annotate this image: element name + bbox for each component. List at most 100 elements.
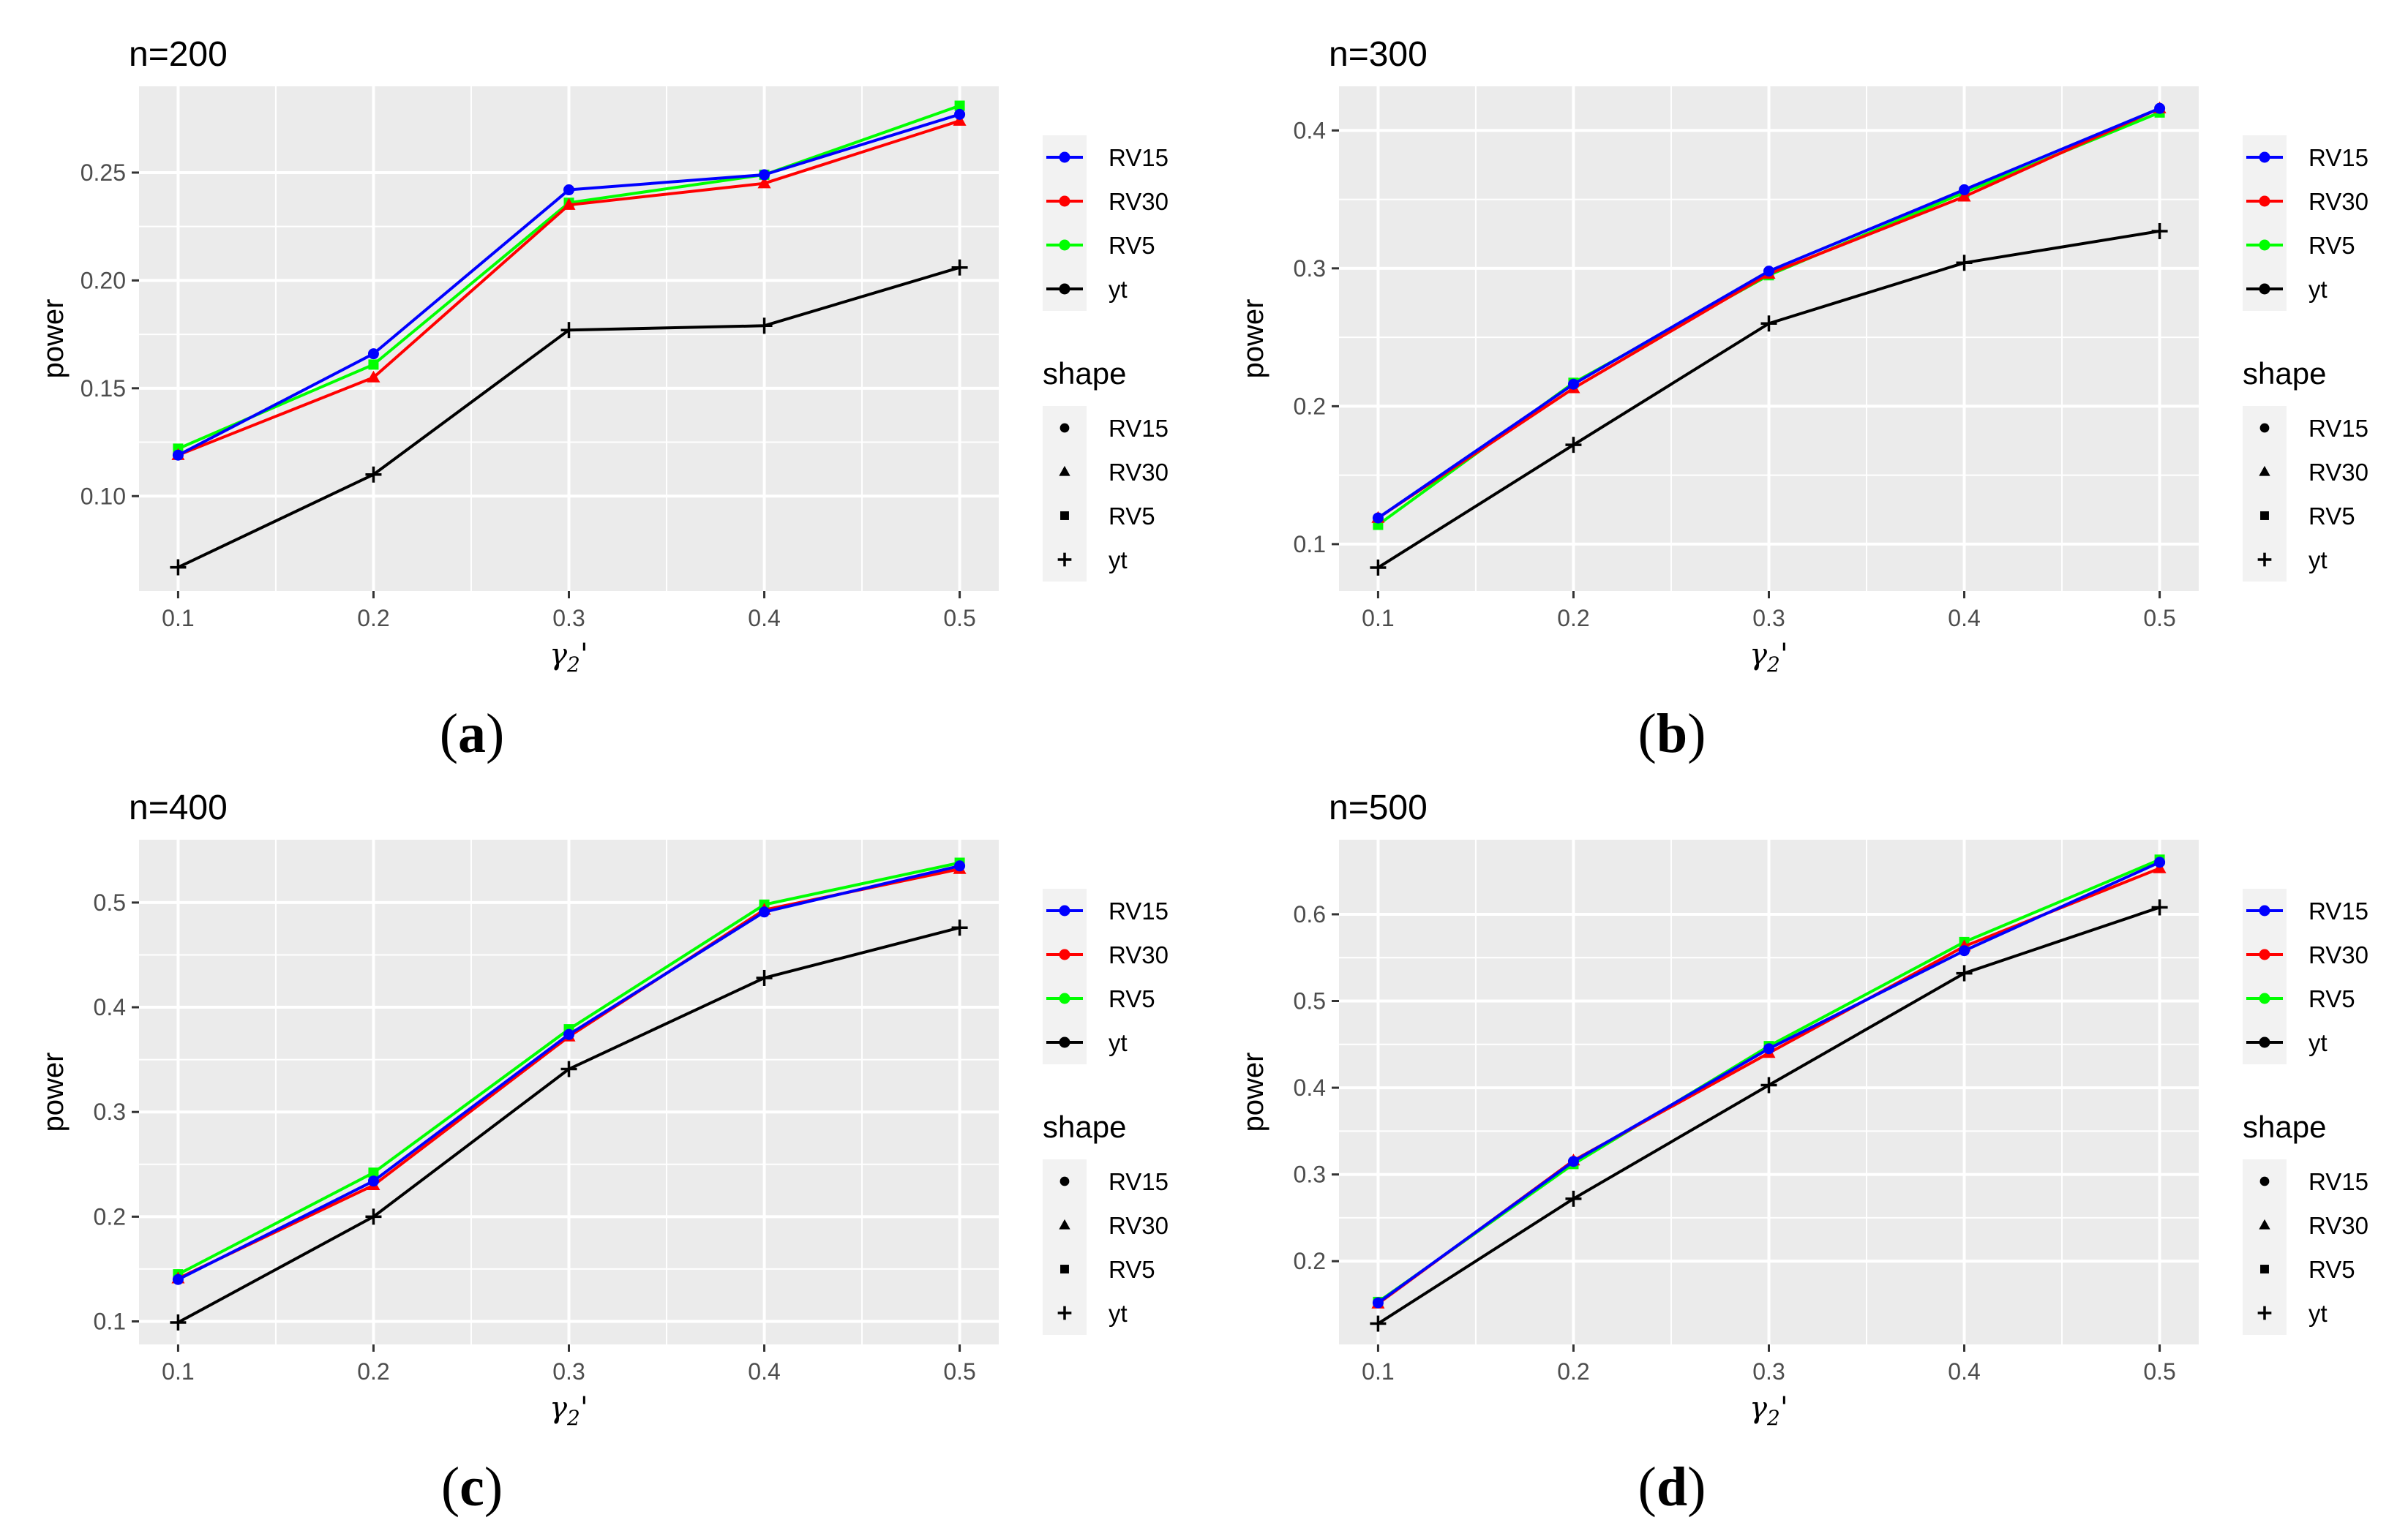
legend-key-point	[2259, 283, 2270, 295]
legend-shape-label: RV15	[2308, 415, 2368, 442]
legend-shape-circle	[1059, 423, 1070, 433]
chart-panel-3: 0.1 0.2 0.3 0.4 0.5 0.1 0.2 0.3 0.4 0.5 power γ2' n=…	[37, 789, 1169, 1430]
data-point-RV15	[367, 348, 379, 360]
data-point-yt	[365, 1208, 382, 1225]
legend-key-background	[1043, 889, 1087, 1064]
y-tick-label: 0.2	[94, 1203, 126, 1230]
legend: RV15 RV30 RV5 yt shape RV15 RV30 RV5 yt	[1043, 889, 1169, 1335]
grid	[1339, 840, 2199, 1344]
data-point-yt	[560, 1061, 577, 1077]
y-tick-label: 0.1	[1294, 531, 1326, 557]
data-point-RV15	[563, 184, 574, 196]
legend-label: yt	[2308, 276, 2328, 303]
data-point-yt	[1760, 1077, 1777, 1094]
data-point-RV15	[1567, 1156, 1579, 1167]
data-point-RV15	[1372, 1297, 1384, 1309]
legend-key-point	[2259, 195, 2270, 207]
legend-label: yt	[2308, 1029, 2328, 1056]
legend-shape-label: RV5	[2308, 1256, 2355, 1283]
data-point-RV5	[368, 359, 379, 370]
data-point-RV30	[367, 370, 380, 383]
data-point-RV15	[1763, 266, 1774, 277]
y-tick-label: 0.4	[94, 994, 126, 1020]
legend-key-point	[2259, 949, 2270, 960]
data-point-yt	[1956, 255, 1973, 271]
axes: 0.1 0.2 0.3 0.4 0.5 0.10 0.15 0.20 0.25	[80, 159, 976, 631]
legend-shape-plus	[1057, 1306, 1072, 1320]
legend: RV15 RV30 RV5 yt shape RV15 RV30 RV5 yt	[1043, 135, 1169, 582]
legend-shape-label: RV30	[2308, 459, 2368, 486]
y-tick-label: 0.5	[1294, 988, 1326, 1015]
legend-shape-label: RV15	[1109, 415, 1169, 442]
y-axis-label: power	[1237, 1053, 1269, 1132]
panel-caption: (c)	[440, 1456, 503, 1518]
y-tick-label: 0.6	[1294, 901, 1326, 927]
data-point-yt	[1565, 437, 1582, 454]
chart-title: n=400	[129, 789, 228, 827]
data-point-yt	[1565, 1190, 1582, 1207]
data-point-yt	[1956, 965, 1973, 982]
y-tick-label: 0.1	[94, 1309, 126, 1335]
legend-shape-background	[1043, 1159, 1087, 1335]
x-tick-label: 0.5	[2143, 605, 2175, 631]
legend-shape-title: shape	[2243, 1110, 2326, 1144]
x-tick-label: 0.1	[162, 605, 194, 631]
x-tick-label: 0.3	[1752, 605, 1785, 631]
legend: RV15 RV30 RV5 yt shape RV15 RV30 RV5 yt	[2243, 889, 2368, 1335]
data-point-yt	[170, 559, 187, 576]
legend-label: yt	[1109, 1029, 1128, 1056]
data-point-RV15	[759, 169, 770, 181]
grid	[139, 840, 999, 1344]
y-tick-label: 0.4	[1294, 117, 1326, 143]
data-point-yt	[1760, 315, 1777, 332]
legend-label: RV15	[2308, 144, 2368, 171]
data-point-RV15	[2154, 102, 2166, 114]
data-point-RV15	[172, 449, 184, 461]
data-point-yt	[1370, 559, 1387, 576]
panel-caption: (a)	[439, 703, 505, 764]
data-point-RV15	[563, 1028, 574, 1040]
data-point-RV15	[954, 108, 966, 120]
x-axis-label: γ2'	[1749, 638, 1788, 677]
legend-shape-background	[2243, 406, 2287, 582]
legend-shape-title: shape	[1043, 356, 1126, 391]
legend-key-point	[1059, 283, 1070, 295]
series-RV15	[1372, 102, 2166, 524]
x-tick-label: 0.3	[1752, 1358, 1785, 1385]
x-tick-label: 0.1	[162, 1358, 194, 1385]
grid	[139, 86, 999, 591]
legend-shape-square	[2260, 1265, 2269, 1273]
legend-shape-label: RV5	[1109, 503, 1155, 530]
data-point-yt	[560, 322, 577, 339]
legend-shape-label: RV5	[2308, 503, 2355, 530]
data-point-RV15	[759, 906, 770, 918]
legend-label: RV5	[1109, 232, 1155, 259]
data-point-RV15	[1959, 184, 1970, 195]
chart-title: n=500	[1329, 789, 1428, 827]
legend-label: RV30	[1109, 188, 1169, 215]
legend-shape-square	[1060, 1265, 1069, 1273]
series-yt	[170, 919, 968, 1331]
legend-shape-triangle	[2259, 1219, 2270, 1230]
legend-shape-label: yt	[2308, 546, 2328, 573]
legend-shape-circle	[2259, 423, 2270, 433]
data-point-RV15	[2154, 857, 2166, 868]
legend-shape-circle	[1059, 1176, 1070, 1186]
legend-label: yt	[1109, 276, 1128, 303]
y-tick-label: 0.3	[1294, 1162, 1326, 1188]
data-point-RV30	[757, 176, 771, 189]
legend-label: RV5	[1109, 985, 1155, 1012]
y-tick-label: 0.3	[94, 1099, 126, 1125]
x-tick-label: 0.3	[552, 1358, 585, 1385]
legend-shape-title: shape	[1043, 1110, 1126, 1144]
axes: 0.1 0.2 0.3 0.4 0.5 0.2 0.3 0.4 0.5 0.6	[1294, 901, 2176, 1385]
legend-shape-label: RV30	[1109, 1212, 1169, 1239]
x-tick-label: 0.1	[1362, 605, 1394, 631]
legend-shape-label: RV15	[2308, 1168, 2368, 1195]
y-tick-label: 0.25	[80, 159, 126, 186]
legend-key-point	[1059, 195, 1070, 207]
data-point-RV30	[562, 197, 576, 210]
legend-key-point	[2259, 993, 2270, 1004]
series-yt	[1370, 222, 2168, 576]
